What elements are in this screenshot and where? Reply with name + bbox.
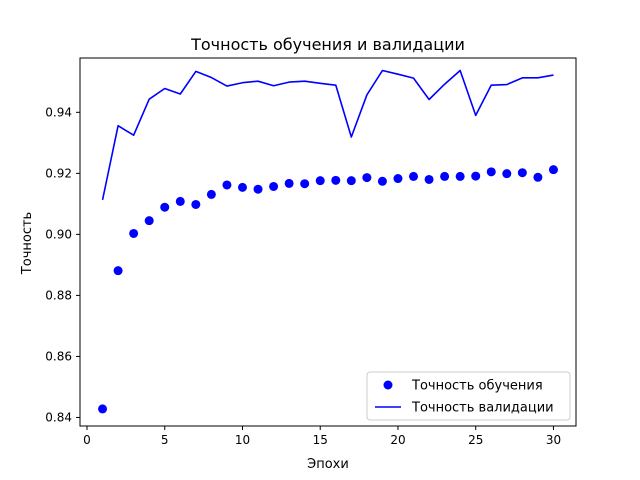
- x-tick-label: 10: [235, 433, 250, 447]
- x-tick-label: 20: [390, 433, 405, 447]
- plot-area: [79, 57, 577, 427]
- data-point-training-accuracy: [362, 173, 372, 183]
- legend-marker-swatch: [383, 380, 393, 390]
- data-point-training-accuracy: [409, 171, 419, 181]
- data-point-training-accuracy: [548, 165, 558, 175]
- x-axis-label: Эпохи: [307, 457, 349, 472]
- legend-label: Точность обучения: [411, 379, 543, 394]
- y-axis-label: Точность: [20, 212, 35, 275]
- data-point-training-accuracy: [455, 171, 465, 181]
- y-tick-label: 0.92: [45, 166, 72, 180]
- data-point-training-accuracy: [253, 184, 263, 194]
- data-point-training-accuracy: [144, 216, 154, 226]
- data-point-training-accuracy: [284, 178, 294, 188]
- data-point-training-accuracy: [440, 171, 450, 181]
- legend-box: [366, 371, 571, 421]
- data-point-training-accuracy: [206, 189, 216, 199]
- data-point-training-accuracy: [533, 172, 543, 182]
- data-point-training-accuracy: [222, 180, 232, 190]
- data-point-training-accuracy: [331, 175, 341, 185]
- y-tick-label: 0.94: [45, 105, 72, 119]
- data-point-training-accuracy: [175, 196, 185, 206]
- legend[interactable]: Точность обучения Точность валидации: [366, 371, 571, 421]
- data-point-training-accuracy: [113, 266, 123, 276]
- data-point-training-accuracy: [517, 168, 527, 178]
- data-point-training-accuracy: [424, 174, 434, 184]
- data-point-training-accuracy: [471, 171, 481, 181]
- data-point-training-accuracy: [300, 179, 310, 189]
- data-point-training-accuracy: [269, 181, 279, 191]
- series-line-validation-accuracy: [101, 69, 554, 201]
- data-point-training-accuracy: [393, 174, 403, 184]
- legend-label: Точность валидации: [411, 401, 554, 416]
- y-tick-label: 0.84: [45, 410, 72, 424]
- data-point-training-accuracy: [160, 202, 170, 212]
- data-point-training-accuracy: [377, 176, 387, 186]
- x-tick-label: 30: [546, 433, 561, 447]
- y-tick-label: 0.86: [45, 349, 72, 363]
- y-tick-label: 0.88: [45, 288, 72, 302]
- plot-frame: [79, 57, 577, 427]
- data-point-training-accuracy: [502, 169, 512, 179]
- data-point-training-accuracy: [486, 167, 496, 177]
- x-tick-label: 15: [313, 433, 328, 447]
- data-point-training-accuracy: [346, 176, 356, 186]
- y-tick-label: 0.90: [45, 227, 72, 241]
- data-point-training-accuracy: [129, 228, 139, 238]
- x-tick-label: 25: [468, 433, 483, 447]
- chart-title: Точность обучения и валидации: [190, 35, 465, 54]
- x-tick-label: 0: [83, 433, 91, 447]
- data-point-training-accuracy: [315, 176, 325, 186]
- data-point-training-accuracy: [191, 199, 201, 209]
- x-axis-ticks: 0 5 10 15 20 25 30: [83, 426, 561, 447]
- x-tick-label: 5: [161, 433, 169, 447]
- y-axis-ticks: 0.84 0.86 0.88 0.90 0.92 0.94: [45, 105, 80, 424]
- data-point-training-accuracy: [237, 182, 247, 192]
- data-point-training-accuracy: [98, 404, 108, 414]
